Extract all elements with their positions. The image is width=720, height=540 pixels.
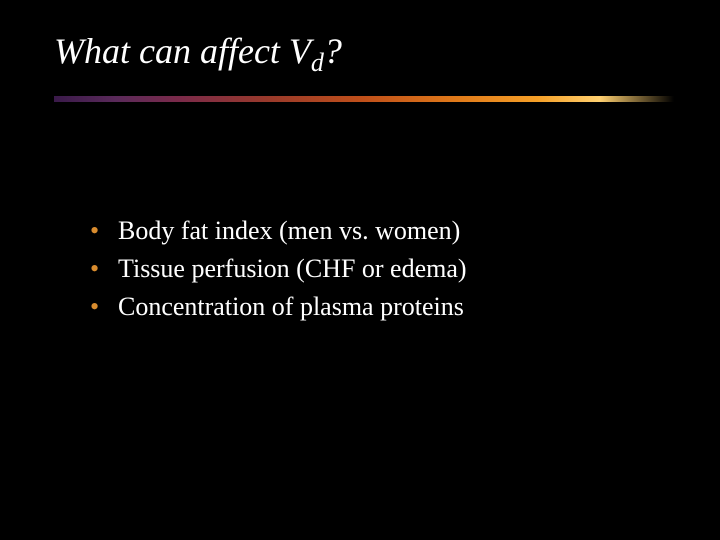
title-subscript: d: [311, 48, 324, 77]
list-item: Concentration of plasma proteins: [90, 288, 670, 326]
slide-title: What can affect Vd?: [54, 30, 670, 78]
list-item: Tissue perfusion (CHF or edema): [90, 250, 670, 288]
title-underline-gradient: [54, 96, 674, 102]
title-tail: ?: [324, 31, 342, 71]
list-item: Body fat index (men vs. women): [90, 212, 670, 250]
title-main: What can affect V: [54, 31, 311, 71]
slide: What can affect Vd? Body fat index (men …: [0, 0, 720, 540]
bullet-text: Body fat index (men vs. women): [118, 216, 460, 245]
bullet-text: Concentration of plasma proteins: [118, 292, 464, 321]
bullet-list: Body fat index (men vs. women) Tissue pe…: [90, 212, 670, 325]
bullet-text: Tissue perfusion (CHF or edema): [118, 254, 467, 283]
